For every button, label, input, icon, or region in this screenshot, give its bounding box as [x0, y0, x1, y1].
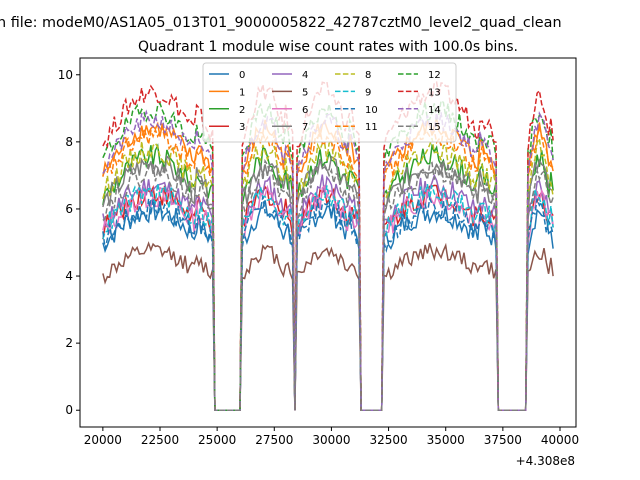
legend-label: 6 [302, 105, 308, 116]
series-line-13 [102, 80, 554, 411]
legend-label: 5 [302, 87, 308, 98]
x-tick-label: 32500 [369, 433, 407, 447]
chart-title: Quadrant 1 module wise count rates with … [138, 39, 518, 55]
y-tick-label: 2 [65, 336, 73, 350]
series-line-5 [102, 241, 554, 411]
x-tick-label: 30000 [312, 433, 350, 447]
series-line-10 [102, 196, 554, 411]
legend-label: 15 [428, 122, 441, 133]
legend-label: 13 [428, 87, 441, 98]
x-tick-label: 27500 [255, 433, 293, 447]
figure-suptitle: n file: modeM0/AS1A05_013T01_9000005822_… [0, 15, 562, 31]
legend-label: 2 [239, 105, 245, 116]
y-tick-label: 6 [65, 202, 73, 216]
series-line-7 [102, 154, 554, 411]
series-line-15 [102, 158, 554, 411]
x-axis: 20000 22500 25000 27500 30000 32500 35000 37500… [84, 427, 579, 447]
legend-label: 3 [239, 122, 245, 133]
y-tick-label: 10 [58, 68, 73, 82]
legend-label: 11 [365, 122, 378, 133]
legend-label: 9 [365, 87, 371, 98]
legend-label: 1 [239, 87, 245, 98]
legend-label: 12 [428, 70, 441, 81]
y-tick-label: 8 [65, 135, 73, 149]
y-tick-label: 0 [65, 403, 73, 417]
legend-label: 4 [302, 70, 308, 81]
plot-frame [79, 57, 577, 428]
legend-label: 8 [365, 70, 371, 81]
x-offset-label: +4.308e8 [516, 454, 575, 468]
x-tick-label: 37500 [484, 433, 522, 447]
x-tick-label: 25000 [198, 433, 236, 447]
legend-label: 0 [239, 70, 245, 81]
y-axis: 0 2 4 6 8 10 [58, 68, 80, 417]
series-line-9 [102, 183, 554, 411]
legend-box [202, 62, 457, 143]
x-tick-label: 22500 [141, 433, 179, 447]
x-tick-label: 40000 [541, 433, 579, 447]
legend-label: 14 [428, 105, 441, 116]
x-tick-label: 35000 [427, 433, 465, 447]
legend-label: 10 [365, 105, 378, 116]
y-tick-label: 4 [65, 269, 73, 283]
x-tick-label: 20000 [84, 433, 122, 447]
legend-label: 7 [302, 122, 308, 133]
series-line-0 [102, 198, 554, 411]
